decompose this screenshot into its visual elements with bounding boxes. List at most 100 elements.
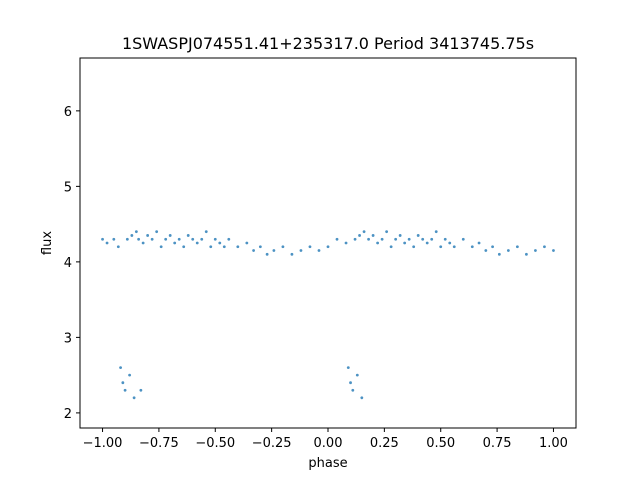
data-point (362, 230, 366, 234)
data-point (150, 237, 154, 241)
data-point (376, 241, 379, 245)
y-tick-label: 3 (64, 331, 72, 346)
data-point (317, 249, 321, 252)
data-point (326, 245, 330, 249)
x-tick-label: 0.50 (426, 436, 455, 451)
data-point (272, 249, 276, 252)
data-point (360, 396, 364, 400)
data-point (421, 237, 425, 241)
data-point (105, 241, 109, 245)
data-point (164, 237, 168, 241)
data-points (101, 230, 555, 400)
data-point (506, 249, 510, 252)
data-point (227, 237, 231, 241)
data-point (525, 252, 528, 256)
data-point (200, 237, 204, 241)
data-point (245, 241, 249, 245)
data-point (177, 237, 181, 241)
data-point (299, 249, 303, 252)
data-point (358, 234, 361, 237)
data-point (351, 388, 355, 392)
data-point (412, 245, 416, 249)
plot-frame (79, 57, 577, 429)
data-point (389, 245, 393, 249)
x-tick-label: 0.75 (483, 436, 512, 451)
data-point (130, 234, 134, 237)
data-point (552, 249, 555, 252)
data-point (353, 237, 357, 241)
x-tick-label: −0.50 (195, 436, 235, 451)
data-point (204, 230, 208, 234)
data-point (186, 234, 190, 237)
data-point (134, 230, 138, 234)
data-point (218, 241, 222, 245)
data-point (123, 388, 127, 392)
data-point (209, 245, 213, 249)
x-axis-label: phase (308, 456, 347, 471)
data-point (543, 245, 546, 249)
data-point (515, 245, 519, 249)
data-point (443, 237, 447, 241)
data-point (430, 237, 434, 241)
data-point (371, 234, 375, 237)
x-tick-label: 0.00 (314, 436, 343, 451)
data-point (380, 237, 384, 241)
x-tick-label: −0.25 (252, 436, 292, 451)
chart-title: 1SWASPJ074551.41+235317.0 Period 3413745… (122, 34, 534, 53)
data-point (132, 396, 136, 400)
data-point (195, 241, 199, 245)
data-point (385, 230, 389, 234)
data-point (128, 373, 132, 377)
x-tick-label: −1.00 (83, 436, 123, 451)
data-point (367, 237, 370, 241)
data-point (425, 241, 429, 245)
data-point (416, 234, 420, 237)
data-point (182, 245, 186, 249)
data-point (434, 230, 438, 234)
data-point (281, 245, 285, 249)
data-point (461, 237, 465, 241)
data-point (191, 237, 195, 241)
y-tick-label: 5 (64, 180, 72, 195)
data-point (116, 245, 120, 249)
data-point (258, 245, 262, 249)
data-point (146, 234, 150, 237)
data-point (125, 237, 129, 241)
data-point (236, 245, 240, 249)
x-tick-label: 1.00 (539, 436, 568, 451)
data-point (101, 237, 104, 241)
data-point (534, 249, 537, 252)
y-tick-label: 2 (64, 407, 72, 422)
data-point (448, 241, 452, 245)
data-point (252, 249, 256, 252)
data-point (141, 241, 145, 245)
data-point (470, 245, 474, 249)
data-point (308, 245, 312, 249)
data-point (119, 366, 122, 369)
data-point (155, 230, 159, 234)
data-point (407, 237, 411, 241)
data-point (168, 234, 172, 237)
data-point (213, 237, 217, 241)
x-tick-label: 0.25 (370, 436, 399, 451)
x-tick-label: −0.75 (139, 436, 179, 451)
data-point (398, 234, 402, 237)
data-point (265, 252, 269, 256)
data-point (173, 241, 177, 245)
data-point (159, 245, 163, 249)
data-point (403, 241, 407, 245)
y-tick-label: 6 (64, 105, 72, 120)
data-point (477, 241, 481, 245)
data-point (290, 252, 294, 256)
data-point (346, 366, 350, 369)
y-tick-label: 4 (64, 256, 72, 271)
data-point (344, 241, 348, 245)
data-point (452, 245, 456, 249)
data-point (349, 381, 352, 385)
data-point (491, 245, 494, 249)
data-point (121, 381, 125, 385)
data-point (335, 237, 339, 241)
data-point (222, 245, 226, 249)
data-point (355, 373, 359, 377)
